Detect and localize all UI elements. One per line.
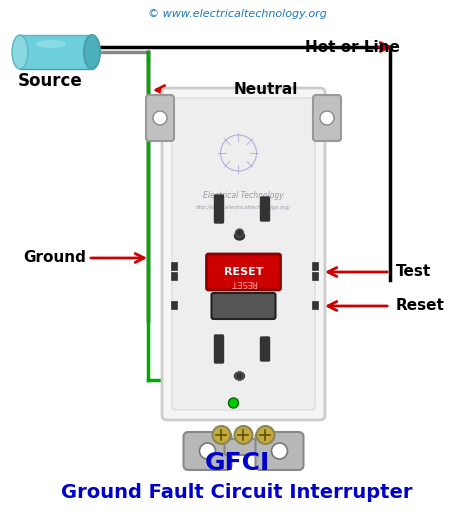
Circle shape (153, 111, 167, 125)
Text: Source: Source (18, 72, 83, 90)
FancyBboxPatch shape (171, 301, 177, 309)
Text: © www.electricaltechnology.org: © www.electricaltechnology.org (147, 9, 327, 19)
Text: Test: Test (396, 264, 431, 279)
FancyBboxPatch shape (20, 35, 92, 69)
Circle shape (256, 426, 274, 444)
FancyBboxPatch shape (171, 272, 177, 280)
Circle shape (320, 111, 334, 125)
Ellipse shape (12, 35, 28, 69)
Circle shape (212, 426, 230, 444)
FancyBboxPatch shape (261, 197, 270, 221)
Ellipse shape (235, 232, 245, 240)
Ellipse shape (84, 35, 100, 69)
FancyBboxPatch shape (207, 254, 281, 290)
FancyBboxPatch shape (313, 95, 341, 141)
Circle shape (236, 229, 244, 237)
Text: GFCI: GFCI (204, 451, 270, 475)
Text: RESET: RESET (230, 278, 257, 287)
Text: Ground Fault Circuit Interrupter: Ground Fault Circuit Interrupter (61, 482, 413, 501)
Text: Ground: Ground (23, 251, 86, 266)
FancyBboxPatch shape (261, 337, 270, 361)
FancyBboxPatch shape (225, 439, 263, 455)
Text: http://www.electricaltechnology.org/: http://www.electricaltechnology.org/ (196, 205, 291, 209)
Circle shape (200, 443, 216, 459)
Circle shape (235, 426, 253, 444)
Text: Reset: Reset (396, 298, 445, 314)
Text: Electrical Technology: Electrical Technology (203, 190, 284, 199)
Text: Hot or Line: Hot or Line (305, 40, 400, 54)
FancyBboxPatch shape (183, 432, 231, 470)
FancyBboxPatch shape (146, 95, 174, 141)
Ellipse shape (36, 40, 66, 48)
FancyBboxPatch shape (211, 293, 275, 319)
Circle shape (272, 443, 288, 459)
Circle shape (236, 372, 244, 380)
Ellipse shape (235, 372, 245, 380)
FancyBboxPatch shape (255, 432, 303, 470)
FancyBboxPatch shape (312, 262, 318, 270)
FancyBboxPatch shape (171, 262, 177, 270)
FancyBboxPatch shape (312, 272, 318, 280)
FancyBboxPatch shape (312, 301, 318, 309)
FancyBboxPatch shape (172, 98, 315, 410)
Circle shape (228, 398, 238, 408)
FancyBboxPatch shape (215, 195, 224, 223)
Text: Neutral: Neutral (234, 83, 298, 97)
FancyBboxPatch shape (162, 88, 325, 420)
Text: RESET: RESET (224, 267, 263, 277)
FancyBboxPatch shape (215, 335, 224, 363)
